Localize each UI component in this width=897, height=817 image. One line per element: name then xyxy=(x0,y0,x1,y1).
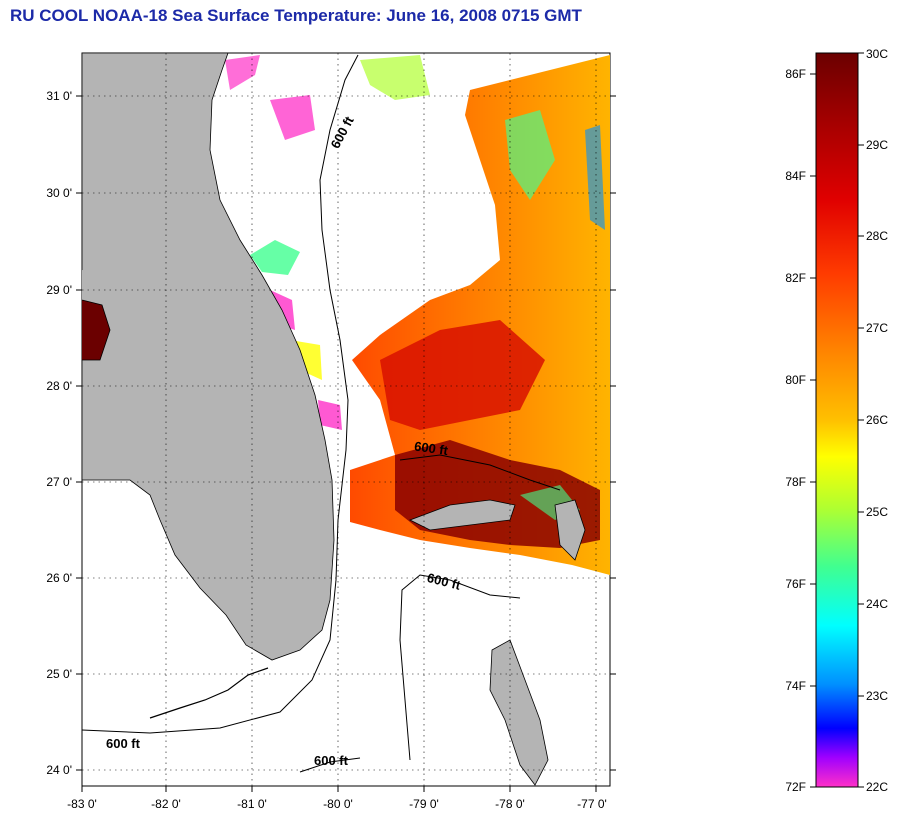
lon-label-81: -81 0' xyxy=(237,797,267,811)
cb-f-label-80: 80F xyxy=(785,373,806,387)
isobath-line-south xyxy=(399,574,521,761)
lat-label-25: 25 0' xyxy=(46,667,72,681)
cb-f-label-82: 82F xyxy=(785,271,806,285)
map-title: RU COOL NOAA-18 Sea Surface Temperature:… xyxy=(10,6,582,25)
sst-gulf-west-dark xyxy=(82,300,110,362)
cb-c-label-29: 29C xyxy=(866,138,888,152)
map-gridlines xyxy=(82,53,610,786)
lon-label-80: -80 0' xyxy=(323,797,353,811)
isobath-contours xyxy=(82,54,561,773)
cb-c-label-25: 25C xyxy=(866,505,888,519)
axis-ticks xyxy=(76,95,616,792)
cb-c-label-23: 23C xyxy=(866,689,888,703)
lat-label-24: 24 0' xyxy=(46,763,72,777)
colorbar-celsius-labels: 30C 29C 28C 27C 26C 25C 24C 23C 22C xyxy=(866,47,888,794)
cb-c-label-28: 28C xyxy=(866,229,888,243)
sst-north-fringe-2 xyxy=(360,55,430,100)
land-grand-bahama xyxy=(409,499,516,531)
cb-f-label-76: 76F xyxy=(785,577,806,591)
lat-label-29: 29 0' xyxy=(46,283,72,297)
land-andros-island xyxy=(489,639,549,786)
land-florida-keys xyxy=(149,667,269,719)
colorbar-c-ticks xyxy=(858,52,864,788)
sst-north-fringe xyxy=(225,55,260,90)
sst-ne-magenta xyxy=(270,95,315,140)
isobath-label-keys: 600 ft xyxy=(106,736,141,751)
isobath-line-bahamas xyxy=(399,454,561,491)
lat-label-31: 31 0' xyxy=(46,89,72,103)
colorbar-gradient xyxy=(815,52,859,788)
land-gulf-notch xyxy=(82,53,110,300)
lat-label-30: 30 0' xyxy=(46,186,72,200)
colorbar-f-ticks xyxy=(810,73,816,788)
lon-label-77: -77 0' xyxy=(577,797,607,811)
cb-c-label-24: 24C xyxy=(866,597,888,611)
longitude-labels: -83 0' -82 0' -81 0' -80 0' -79 0' -78 0… xyxy=(67,797,607,811)
cb-c-label-27: 27C xyxy=(866,321,888,335)
map-plot-area: 600 ft 600 ft 600 ft 600 ft 600 ft xyxy=(46,52,616,811)
cb-f-label-74: 74F xyxy=(785,679,806,693)
cb-f-label-72: 72F xyxy=(785,780,806,794)
sst-warm-water-east xyxy=(350,55,610,575)
lat-label-28: 28 0' xyxy=(46,379,72,393)
lon-label-83: -83 0' xyxy=(67,797,97,811)
isobath-line-atlantic xyxy=(82,54,359,734)
cb-c-label-22: 22C xyxy=(866,780,888,794)
isobath-line-lower xyxy=(299,757,361,773)
sst-red-band xyxy=(380,320,545,430)
latitude-labels: 31 0' 30 0' 29 0' 28 0' 27 0' 26 0' 25 0… xyxy=(46,89,72,777)
sst-coastal-cool-1 xyxy=(250,240,300,275)
cb-f-label-78: 78F xyxy=(785,475,806,489)
sst-east-edge-cool-2 xyxy=(585,125,605,230)
cb-f-label-84: 84F xyxy=(785,169,806,183)
colorbar-fahrenheit-labels: 86F 84F 82F 80F 78F 76F 74F 72F xyxy=(785,67,806,794)
lat-label-27: 27 0' xyxy=(46,475,72,489)
cb-f-label-86: 86F xyxy=(785,67,806,81)
isobath-label-bahamas: 600 ft xyxy=(413,438,449,458)
lon-label-78: -78 0' xyxy=(495,797,525,811)
cb-c-label-26: 26C xyxy=(866,413,888,427)
sst-east-edge-cool xyxy=(505,110,555,200)
colorbar: 86F 84F 82F 80F 78F 76F 74F 72F 30C 29C … xyxy=(785,47,888,794)
cb-c-label-30: 30C xyxy=(866,47,888,61)
sst-imagery xyxy=(82,53,610,786)
land-florida xyxy=(82,53,335,661)
lon-label-82: -82 0' xyxy=(151,797,181,811)
isobath-label-lower: 600 ft xyxy=(314,753,349,768)
sst-coastal-cool-4 xyxy=(318,400,342,430)
land-abaco xyxy=(554,499,586,561)
lat-label-26: 26 0' xyxy=(46,571,72,585)
lon-label-79: -79 0' xyxy=(409,797,439,811)
